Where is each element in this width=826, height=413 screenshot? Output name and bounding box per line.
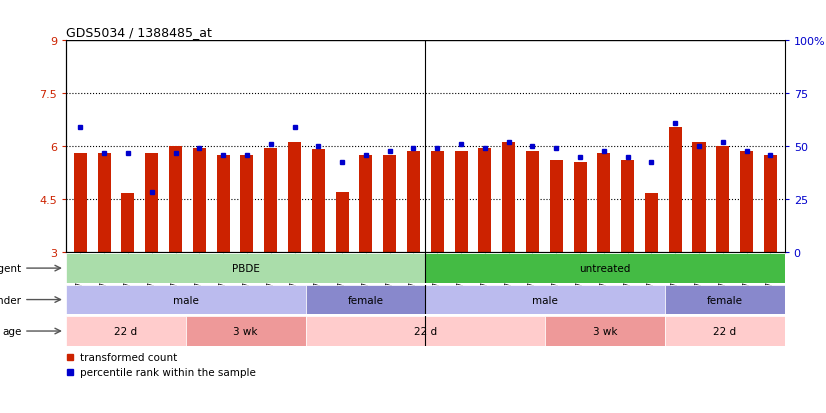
Text: 3 wk: 3 wk xyxy=(593,326,617,336)
Bar xyxy=(669,127,681,252)
Text: 3 wk: 3 wk xyxy=(234,326,258,336)
Bar xyxy=(425,254,785,283)
Bar xyxy=(597,154,610,252)
Text: 22 d: 22 d xyxy=(414,326,437,336)
Bar xyxy=(454,152,468,252)
Bar xyxy=(383,155,396,252)
Bar xyxy=(665,285,785,315)
Text: GDS5034 / 1388485_at: GDS5034 / 1388485_at xyxy=(66,26,212,39)
Text: male: male xyxy=(173,295,199,305)
Bar xyxy=(665,316,785,346)
Bar xyxy=(478,148,491,252)
Bar xyxy=(764,155,777,252)
Bar xyxy=(311,150,325,252)
Text: PBDE: PBDE xyxy=(232,263,259,273)
Bar xyxy=(645,194,658,252)
Bar xyxy=(306,285,425,315)
Text: agent: agent xyxy=(0,263,21,273)
Text: age: age xyxy=(2,326,21,336)
Text: female: female xyxy=(348,295,383,305)
Bar xyxy=(66,285,306,315)
Bar xyxy=(573,162,586,252)
Bar xyxy=(545,316,665,346)
Text: 22 d: 22 d xyxy=(714,326,736,336)
Bar xyxy=(240,155,254,252)
Bar xyxy=(430,152,444,252)
Bar xyxy=(169,147,182,252)
Bar xyxy=(550,161,563,252)
Bar xyxy=(186,316,306,346)
Bar xyxy=(621,161,634,252)
Bar xyxy=(288,143,301,252)
Bar xyxy=(407,152,420,252)
Text: male: male xyxy=(532,295,558,305)
Bar xyxy=(716,147,729,252)
Bar xyxy=(526,152,539,252)
Bar xyxy=(97,154,111,252)
Bar xyxy=(359,155,373,252)
Bar xyxy=(216,155,230,252)
Bar xyxy=(121,194,135,252)
Bar xyxy=(66,254,425,283)
Bar xyxy=(692,143,705,252)
Bar xyxy=(264,148,278,252)
Bar xyxy=(66,316,186,346)
Text: gender: gender xyxy=(0,295,21,305)
Text: transformed count: transformed count xyxy=(80,352,178,362)
Bar xyxy=(74,154,87,252)
Text: percentile rank within the sample: percentile rank within the sample xyxy=(80,367,256,377)
Bar xyxy=(306,316,545,346)
Bar xyxy=(425,285,665,315)
Text: female: female xyxy=(707,295,743,305)
Bar xyxy=(145,154,159,252)
Bar xyxy=(192,148,206,252)
Text: 22 d: 22 d xyxy=(115,326,137,336)
Bar xyxy=(502,143,515,252)
Bar xyxy=(335,192,349,252)
Bar xyxy=(740,152,753,252)
Text: untreated: untreated xyxy=(579,263,631,273)
